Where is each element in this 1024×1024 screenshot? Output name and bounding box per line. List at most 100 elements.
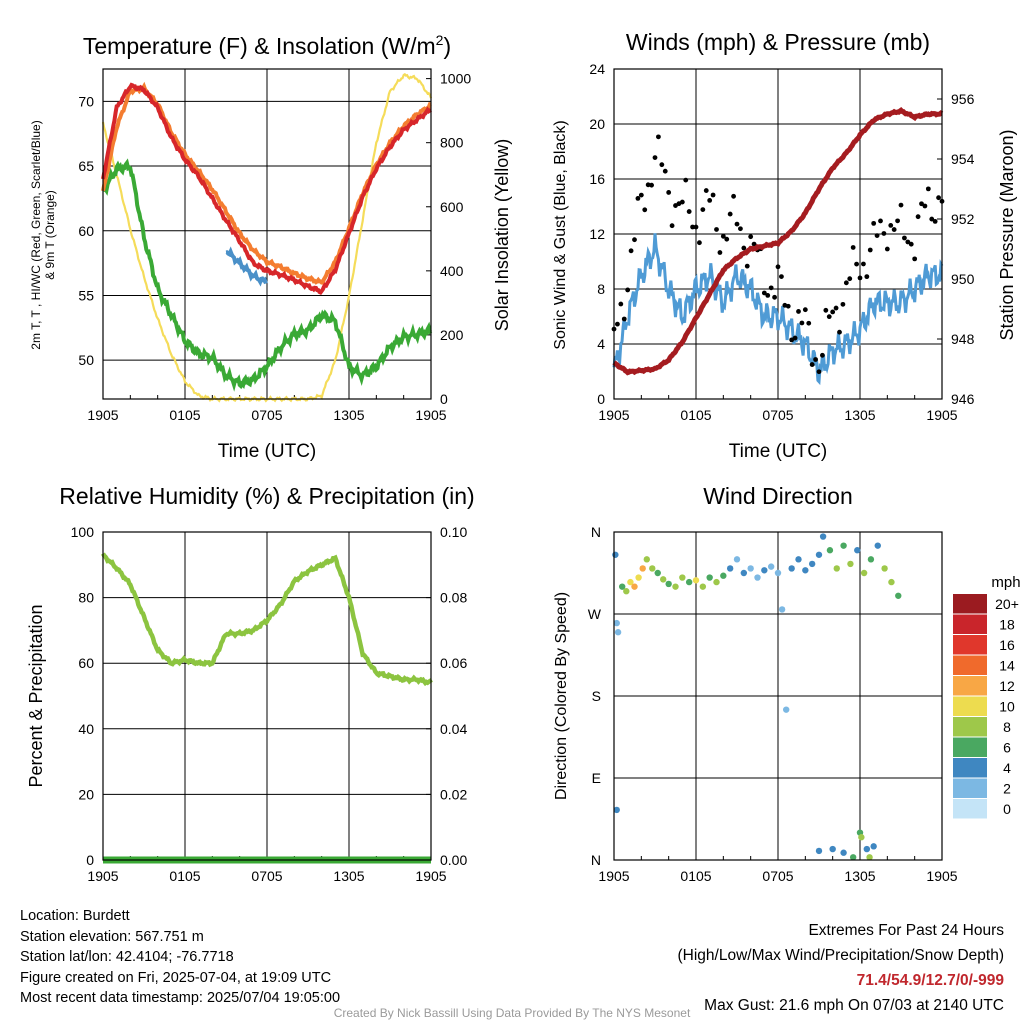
gust-point	[922, 203, 928, 209]
rh-frame	[102, 531, 432, 861]
gust-point	[915, 214, 921, 220]
gust-point	[772, 294, 777, 300]
relative-humidity-line	[101, 552, 433, 687]
wind-direction-point	[774, 569, 782, 577]
legend-label: 18	[999, 617, 1015, 633]
winds-y-tick-label: 4	[597, 336, 605, 352]
rh-y-tick-label: 0	[86, 852, 94, 868]
legend-swatch	[953, 614, 987, 634]
legend-label: 10	[999, 699, 1015, 715]
temp-x-tick-label: 0105	[169, 407, 200, 423]
gust-point	[714, 227, 719, 232]
gust-point	[748, 234, 754, 240]
winds-x-tick-label: 0105	[680, 407, 711, 423]
credit-line: Created By Nick Bassill Using Data Provi…	[333, 1006, 691, 1020]
rh-plot: 1905 0105 0705 1305 19050204060801000.000.02…	[71, 524, 468, 884]
gust-point	[686, 209, 692, 214]
wdir-ylabel-left: Direction (Colored By Speed)	[553, 592, 570, 800]
gust-point	[802, 307, 808, 313]
temp-y2-tick-label: 800	[440, 135, 464, 151]
temp-title: Temperature (F) & Insolation (W/m2)	[83, 32, 451, 59]
station-info: Location: Burdett Station elevation: 567…	[20, 906, 340, 1009]
temp-ylabel-left: 2m T, T , HI/WC (Red, Green, Scarlet/Blu…	[29, 120, 57, 349]
wind-direction-point	[740, 569, 748, 577]
gust-point	[806, 320, 812, 326]
extremes-block: Extremes For Past 24 Hours (High/Low/Max…	[678, 918, 1005, 1018]
wind-direction-point	[614, 629, 622, 636]
rh-y2-tick-label: 0.02	[440, 786, 467, 802]
gust-point	[799, 320, 805, 326]
wind-direction-point	[654, 569, 661, 577]
gust-point	[731, 193, 736, 199]
gust-point	[751, 241, 757, 247]
gust-point	[618, 301, 624, 307]
wdir-y-tick-label: E	[592, 770, 601, 786]
gust-point	[898, 202, 904, 208]
winds-x-tick-label: 0705	[762, 407, 793, 423]
wdir-frame	[613, 531, 943, 861]
temp-y-tick-label: 55	[78, 287, 94, 303]
winds-plot: 1905 0105 0705 1305 190504812162024946948950…	[589, 61, 974, 423]
wind-direction-point	[631, 583, 638, 590]
rh-y-tick-label: 80	[78, 590, 94, 606]
gust-point	[919, 201, 924, 207]
gust-point	[656, 134, 661, 140]
gust-point	[785, 303, 791, 309]
winds-y2-tick-label: 954	[951, 151, 975, 167]
gust-point	[765, 292, 771, 298]
legend-swatch	[953, 655, 987, 675]
gust-point	[847, 276, 853, 282]
wind-direction-point	[613, 806, 620, 814]
gust-point	[679, 199, 685, 205]
winds-y-tick-label: 12	[589, 226, 605, 242]
rh-y2-tick-label: 0.04	[440, 721, 467, 737]
rh-y-tick-label: 20	[78, 786, 94, 802]
winds-ylabel-left: Sonic Wind & Gust (Blue, Black)	[552, 120, 569, 349]
gust-point	[867, 247, 873, 253]
wind-direction-point	[747, 565, 754, 572]
gust-point	[936, 195, 941, 201]
gust-point	[864, 274, 870, 280]
gust-point	[908, 241, 914, 247]
gust-point	[888, 222, 894, 228]
temp-x-tick-label: 1305	[333, 407, 364, 423]
legend-swatch	[953, 799, 987, 819]
gust-point	[895, 218, 900, 224]
rh-ylabel-left: Percent & Precipitation	[26, 604, 46, 787]
wind-direction-point	[660, 576, 667, 583]
temp-y-tick-label: 65	[78, 158, 94, 174]
temp-x-tick-label: 0705	[251, 407, 282, 423]
winds-title: Winds (mph) & Pressure (mb)	[626, 29, 930, 55]
rh-x-tick-label: 0705	[251, 868, 282, 884]
winds-y-tick-label: 0	[597, 391, 605, 407]
legend-label: 8	[1003, 719, 1011, 735]
wind-direction-point	[720, 572, 727, 579]
station-pressure-line	[612, 107, 944, 376]
legend-label: 20+	[995, 596, 1019, 612]
legend-swatch	[953, 676, 987, 696]
rh-y-tick-label: 60	[78, 655, 94, 671]
wind-direction-point	[881, 565, 888, 572]
wind-direction-point	[627, 578, 634, 586]
temp-y-tick-label: 70	[78, 93, 94, 109]
wind-direction-point	[713, 578, 720, 586]
hi-wc-line	[225, 246, 268, 287]
gust-point	[697, 240, 702, 246]
wind-direction-point	[665, 580, 672, 588]
winds-x-tick-label: 1905	[926, 407, 957, 423]
winds-y-tick-label: 8	[597, 281, 605, 297]
wind-direction-point	[847, 560, 854, 568]
wind-direction-point	[895, 592, 902, 599]
gust-point	[796, 309, 801, 314]
wind-direction-point	[672, 583, 679, 590]
winds-xlabel: Time (UTC)	[729, 441, 828, 462]
gust-point	[638, 192, 644, 198]
temp-ylabel-left-line2: & 9m T (Orange)	[43, 190, 57, 280]
gust-point	[779, 274, 784, 279]
gust-point	[662, 168, 668, 174]
wind-direction-point	[649, 565, 656, 572]
wind-direction-point	[635, 574, 642, 581]
gust-point	[925, 186, 931, 192]
gust-point	[881, 231, 887, 236]
